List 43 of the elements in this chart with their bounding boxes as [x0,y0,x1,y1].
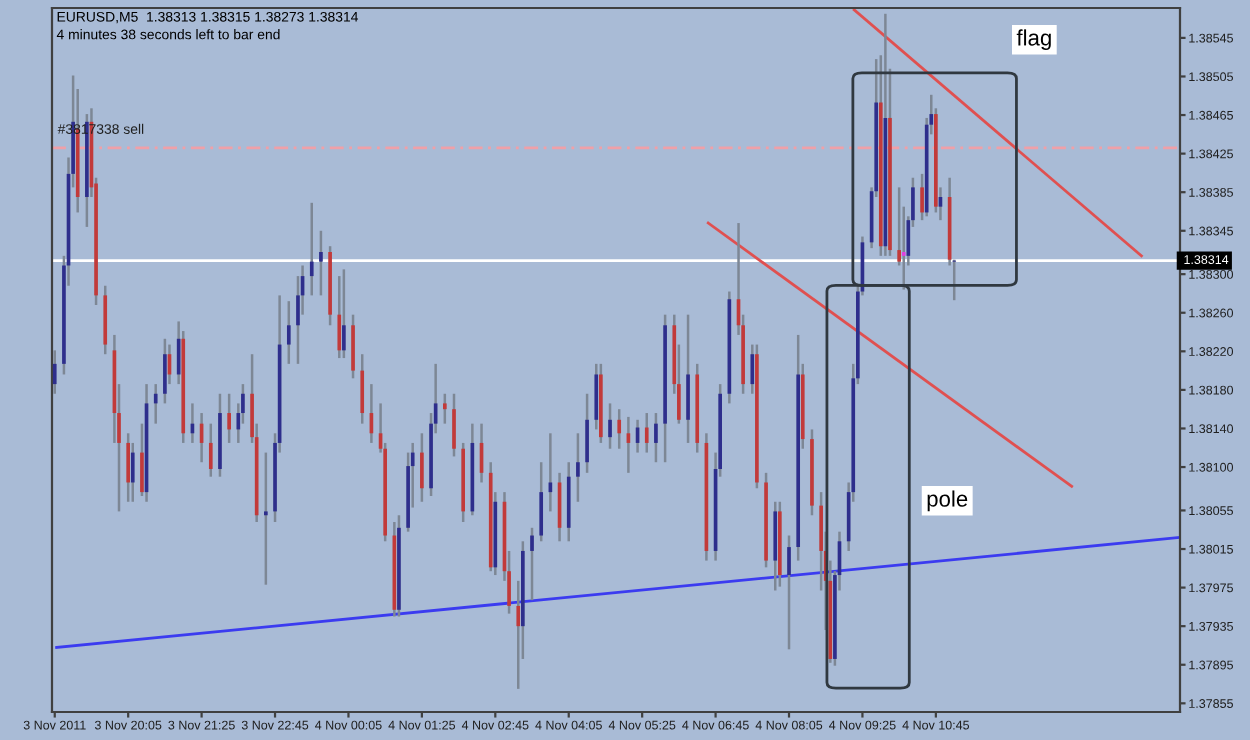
candlestick [360,352,365,425]
candlestick [227,392,231,445]
candlestick [644,411,649,454]
candlestick [778,500,782,588]
candlestick [126,432,131,504]
candlestick [686,313,690,445]
candlestick [764,471,768,569]
candlestick [787,534,791,651]
candlestick [617,407,622,450]
candlestick [337,274,342,360]
candlestick [755,343,759,490]
candlestick [328,244,332,327]
candlestick [608,402,612,450]
candlestick [599,362,603,445]
candlestick [461,441,466,524]
candlestick [810,428,814,517]
annotation: flag [1016,29,1051,51]
candlestick [218,392,222,478]
candlestick [342,268,346,360]
candlestick [442,392,447,425]
candlestick [585,392,589,475]
candlestick [130,441,135,504]
candlestick [530,526,534,602]
candlestick [406,451,410,533]
candlestick [351,313,355,380]
candlestick [163,337,167,405]
candlestick [654,411,658,464]
candlestick [663,313,667,464]
candlestick [153,382,158,425]
annotation: pole [927,490,968,512]
candlestick [539,460,544,543]
candlestick [420,432,424,504]
candlestick [52,349,57,395]
candlestick [576,432,580,504]
candlestick [85,112,89,229]
candlestick [796,333,801,562]
candlestick [286,299,291,366]
candlestick [208,422,213,478]
candlestick [309,201,314,297]
candlestick [452,392,456,458]
candlestick [264,451,268,586]
candlestick [397,514,401,618]
candlestick [319,229,323,297]
